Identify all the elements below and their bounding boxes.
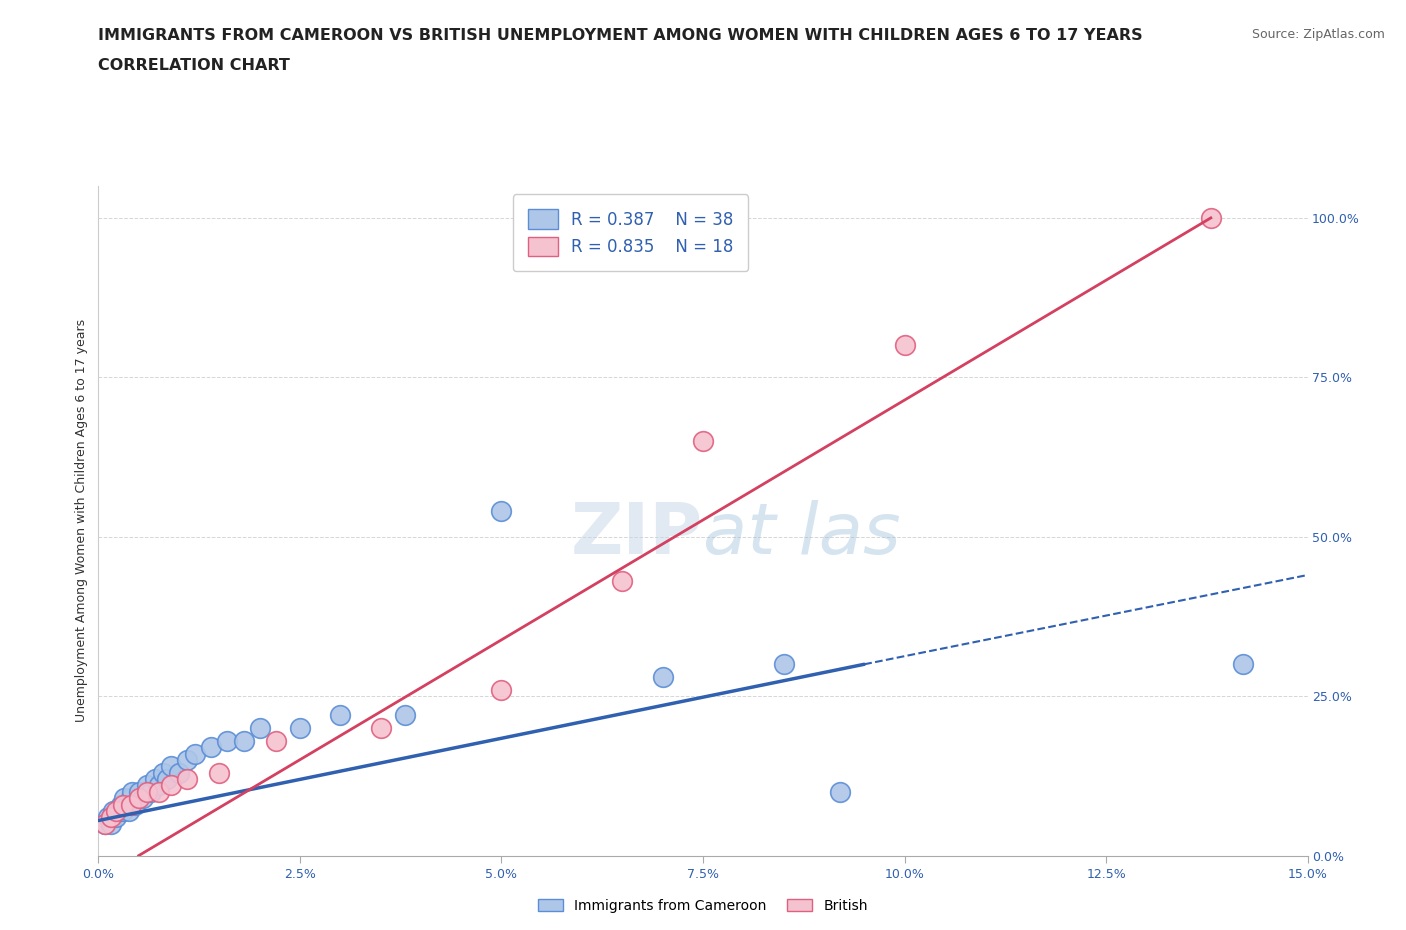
Point — [107, 804, 129, 818]
Point — [1199, 210, 1222, 225]
Point — [135, 784, 157, 799]
Point — [120, 797, 142, 812]
Point — [132, 790, 155, 805]
Point — [176, 772, 198, 787]
Point — [111, 804, 134, 818]
Point — [124, 797, 146, 812]
Point — [135, 778, 157, 793]
Point — [156, 772, 179, 787]
Point — [152, 765, 174, 780]
Point — [128, 790, 150, 805]
Text: ZIP: ZIP — [571, 499, 703, 568]
Text: IMMIGRANTS FROM CAMEROON VS BRITISH UNEMPLOYMENT AMONG WOMEN WITH CHILDREN AGES : IMMIGRANTS FROM CAMEROON VS BRITISH UNEM… — [98, 28, 1143, 43]
Point — [160, 778, 183, 793]
Point — [167, 765, 190, 780]
Point — [148, 778, 170, 793]
Point — [121, 784, 143, 799]
Point — [111, 797, 134, 812]
Point — [143, 772, 166, 787]
Point — [491, 683, 513, 698]
Point — [772, 657, 794, 671]
Point — [94, 817, 117, 831]
Text: CORRELATION CHART: CORRELATION CHART — [98, 58, 290, 73]
Point — [651, 670, 673, 684]
Point — [100, 817, 122, 831]
Point — [160, 759, 183, 774]
Point — [148, 784, 170, 799]
Point — [118, 804, 141, 818]
Point — [208, 765, 231, 780]
Point — [101, 804, 124, 818]
Point — [370, 721, 392, 736]
Point — [249, 721, 271, 736]
Point — [692, 433, 714, 448]
Text: at las: at las — [703, 499, 901, 568]
Point — [94, 817, 117, 831]
Legend: Immigrants from Cameroon, British: Immigrants from Cameroon, British — [533, 894, 873, 919]
Point — [120, 790, 142, 805]
Point — [288, 721, 311, 736]
Point — [217, 734, 239, 749]
Point — [200, 739, 222, 754]
Point — [105, 810, 128, 825]
Point — [100, 810, 122, 825]
Legend: R = 0.387    N = 38, R = 0.835    N = 18: R = 0.387 N = 38, R = 0.835 N = 18 — [513, 194, 748, 272]
Point — [612, 574, 634, 589]
Point — [112, 790, 135, 805]
Point — [893, 338, 915, 352]
Point — [828, 784, 851, 799]
Point — [1232, 657, 1254, 671]
Point — [491, 504, 513, 519]
Text: Source: ZipAtlas.com: Source: ZipAtlas.com — [1251, 28, 1385, 41]
Point — [110, 797, 132, 812]
Point — [115, 797, 138, 812]
Y-axis label: Unemployment Among Women with Children Ages 6 to 17 years: Unemployment Among Women with Children A… — [75, 319, 89, 723]
Point — [264, 734, 287, 749]
Point — [184, 746, 207, 761]
Point — [128, 784, 150, 799]
Point — [139, 784, 162, 799]
Point — [329, 708, 352, 723]
Point — [176, 752, 198, 767]
Point — [97, 810, 120, 825]
Point — [394, 708, 416, 723]
Point — [105, 804, 128, 818]
Point — [232, 734, 254, 749]
